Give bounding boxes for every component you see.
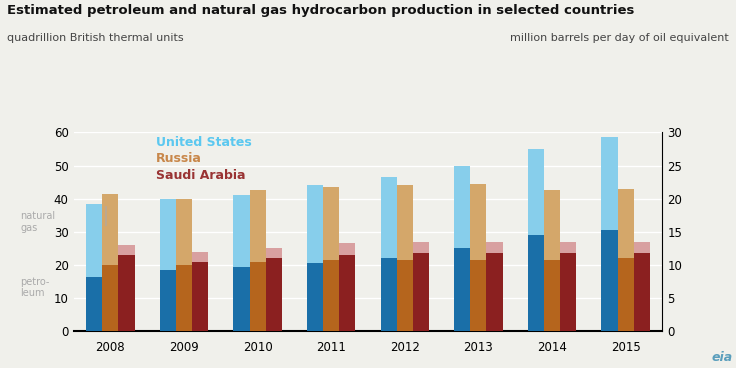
Bar (470, 260, 486, 331)
Bar (560, 253, 576, 331)
Bar (601, 230, 618, 331)
Bar (307, 185, 323, 263)
Bar (266, 248, 282, 258)
Text: Saudi Arabia: Saudi Arabia (156, 169, 246, 182)
Bar (544, 260, 560, 331)
Text: Russia: Russia (156, 152, 202, 165)
Bar (323, 260, 339, 331)
Bar (381, 177, 397, 258)
Text: quadrillion British thermal units: quadrillion British thermal units (7, 33, 184, 43)
Bar (397, 260, 413, 331)
Bar (118, 255, 135, 331)
Text: petro-
leum: petro- leum (21, 277, 50, 298)
Bar (266, 258, 282, 331)
Bar (160, 270, 176, 331)
Bar (307, 263, 323, 331)
Bar (176, 199, 192, 265)
Bar (528, 149, 544, 235)
Bar (381, 258, 397, 331)
Text: Estimated petroleum and natural gas hydrocarbon production in selected countries: Estimated petroleum and natural gas hydr… (7, 4, 634, 17)
Bar (102, 265, 118, 331)
Bar (560, 242, 576, 253)
Bar (618, 258, 634, 331)
Bar (339, 255, 355, 331)
Bar (118, 245, 135, 255)
Bar (454, 248, 470, 331)
Bar (618, 189, 634, 258)
Bar (339, 244, 355, 255)
Bar (454, 166, 470, 248)
Bar (528, 235, 544, 331)
Bar (413, 253, 429, 331)
Bar (601, 138, 618, 230)
Text: million barrels per day of oil equivalent: million barrels per day of oil equivalen… (510, 33, 729, 43)
Bar (192, 262, 208, 331)
Text: eia: eia (711, 351, 732, 364)
Bar (634, 253, 650, 331)
Bar (544, 191, 560, 260)
Bar (102, 194, 118, 265)
Bar (86, 204, 102, 277)
Bar (192, 252, 208, 262)
Bar (323, 187, 339, 260)
Bar (413, 242, 429, 253)
Bar (250, 262, 266, 331)
Text: United States: United States (156, 136, 252, 149)
Bar (233, 266, 250, 331)
Bar (176, 265, 192, 331)
Text: natural
gas: natural gas (21, 211, 56, 233)
Bar (486, 253, 503, 331)
Bar (634, 242, 650, 253)
Bar (486, 242, 503, 253)
Bar (160, 199, 176, 270)
Bar (470, 184, 486, 260)
Bar (233, 195, 250, 266)
Bar (250, 191, 266, 262)
Bar (86, 277, 102, 331)
Bar (397, 185, 413, 260)
